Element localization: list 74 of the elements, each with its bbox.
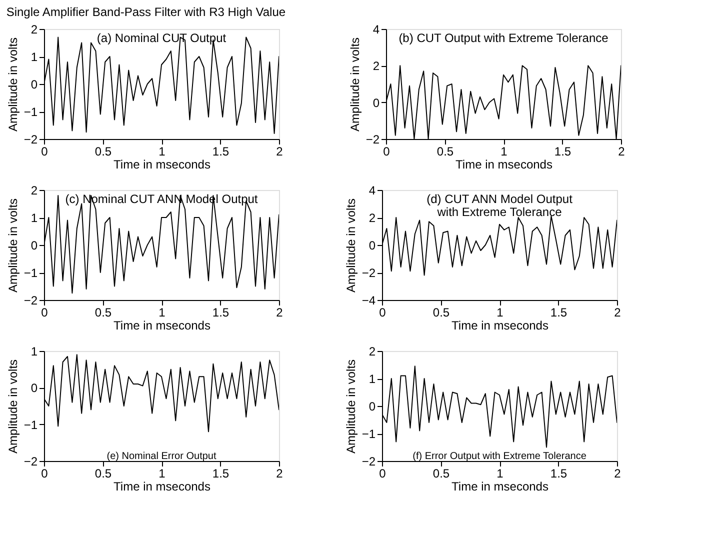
- y-tick-label: 1: [30, 50, 38, 64]
- y-tick-label: −2: [362, 454, 376, 468]
- y-tick-label: 2: [368, 344, 376, 358]
- y-tick-label: −1: [24, 266, 38, 280]
- x-tick-label: 0: [41, 306, 48, 320]
- x-axis-title: Time in mseconds: [452, 480, 548, 494]
- x-axis-title: Time in mseconds: [456, 158, 552, 172]
- y-tick-label: 0: [30, 381, 38, 396]
- annotation: (f) Error Output with Extreme Tolerance: [412, 451, 587, 462]
- y-tick-label: 0: [30, 78, 38, 92]
- x-tick-label: 1.5: [550, 466, 568, 480]
- x-tick-label: 1.5: [554, 144, 572, 158]
- y-tick-label: 0: [368, 400, 376, 414]
- x-tick-label: 0.5: [432, 306, 450, 320]
- x-tick-label: 1.5: [212, 466, 230, 480]
- annotation: (d) CUT ANN Model Output with Extreme Tolerance: [426, 192, 574, 219]
- y-tick-label: 2: [372, 59, 380, 74]
- annotation: (a) Nominal CUT Output: [96, 31, 227, 45]
- y-tick-label: 4: [368, 184, 376, 198]
- y-tick-label: −4: [362, 294, 376, 308]
- x-tick-label: 2: [614, 306, 622, 320]
- y-axis-title: Amplitude in volts: [344, 359, 358, 454]
- x-tick-label: 0.5: [94, 144, 112, 158]
- x-axis-title: Time in mseconds: [114, 158, 210, 172]
- y-axis-title: Amplitude in volts: [6, 37, 20, 132]
- y-tick-label: −2: [366, 132, 380, 146]
- y-axis-title: Amplitude in volts: [6, 198, 20, 293]
- y-tick-label: 2: [368, 211, 376, 225]
- x-tick-label: 1: [158, 466, 166, 480]
- x-tick-label: 2: [276, 144, 284, 158]
- y-tick-label: −2: [24, 294, 38, 308]
- x-tick-label: 0: [383, 144, 390, 158]
- x-tick-label: 0.5: [94, 466, 112, 480]
- x-tick-label: 1: [500, 144, 508, 158]
- y-tick-label: 0: [30, 238, 38, 252]
- x-tick-label: 1.5: [212, 144, 230, 158]
- x-tick-label: 0: [41, 144, 48, 158]
- y-tick-label: −2: [24, 132, 38, 146]
- y-tick-label: −1: [24, 418, 38, 432]
- x-axis-title: Time in mseconds: [452, 318, 548, 332]
- y-tick-label: 1: [30, 211, 38, 225]
- x-tick-label: 2: [276, 466, 284, 480]
- x-tick-label: 2: [614, 466, 622, 480]
- x-tick-label: 0.5: [436, 144, 454, 158]
- x-tick-label: 1: [158, 144, 166, 158]
- x-tick-label: 2: [618, 144, 626, 158]
- x-axis-title: Time in mseconds: [114, 480, 210, 494]
- y-tick-label: 2: [30, 184, 38, 198]
- y-tick-label: 2: [30, 22, 38, 36]
- y-tick-label: −2: [362, 266, 376, 280]
- y-tick-label: 1: [368, 372, 376, 386]
- x-tick-label: 2: [276, 306, 284, 320]
- y-axis-title: Amplitude in volts: [348, 37, 362, 132]
- x-axis-title: Time in mseconds: [114, 318, 210, 332]
- chart-title: Single Amplifier Band-Pass Filter with R3 High Value: [6, 5, 286, 19]
- y-tick-label: 4: [372, 22, 380, 36]
- annotation: (e) Nominal Error Output: [106, 451, 216, 462]
- y-tick-label: −1: [24, 105, 38, 119]
- y-tick-label: −1: [362, 427, 376, 441]
- y-tick-label: 0: [368, 238, 376, 252]
- x-tick-label: 1: [158, 306, 166, 320]
- x-tick-label: 1: [496, 306, 504, 320]
- x-tick-label: 1.5: [212, 306, 230, 320]
- y-tick-label: 1: [30, 344, 38, 358]
- y-tick-label: −2: [24, 454, 38, 468]
- annotation: (b) CUT Output with Extreme Tolerance: [398, 31, 609, 45]
- x-tick-label: 1.5: [550, 306, 568, 320]
- y-axis-title: Amplitude in volts: [344, 198, 358, 293]
- x-tick-label: 0.5: [432, 466, 450, 480]
- x-tick-label: 0: [41, 466, 48, 480]
- y-axis-title: Amplitude in volts: [6, 359, 20, 454]
- y-tick-label: 0: [372, 96, 380, 110]
- x-tick-label: 1: [496, 466, 504, 480]
- x-tick-label: 0.5: [94, 306, 112, 320]
